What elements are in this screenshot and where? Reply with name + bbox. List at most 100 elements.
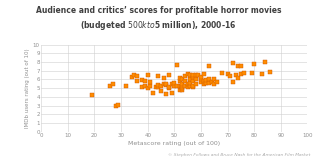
Point [204, 79, 209, 82]
Point [158, 84, 164, 87]
Point [129, 76, 134, 78]
Point [262, 61, 268, 63]
Point [201, 80, 206, 83]
Point [174, 84, 179, 87]
Point [116, 104, 121, 106]
Point [177, 76, 182, 79]
Point [188, 82, 193, 84]
Point [161, 83, 166, 85]
Point [164, 83, 169, 85]
Point [143, 85, 148, 88]
Point [177, 84, 182, 87]
Point [188, 85, 193, 88]
Point [241, 71, 246, 74]
Point [140, 79, 145, 82]
Point [169, 92, 174, 95]
Point [230, 62, 236, 64]
Point [124, 85, 129, 88]
Point [191, 74, 196, 76]
Point [174, 63, 179, 66]
Point [196, 74, 201, 76]
Point [249, 72, 254, 75]
Point [252, 62, 257, 65]
Point [188, 74, 193, 76]
Point [145, 74, 150, 76]
Point [134, 75, 139, 77]
Point [161, 76, 166, 79]
Point [169, 83, 174, 85]
Point [183, 80, 188, 83]
Point [238, 73, 243, 76]
Point [193, 74, 198, 76]
Point [185, 86, 190, 89]
Y-axis label: IMDb users rating (out of 10): IMDb users rating (out of 10) [25, 48, 30, 128]
Point [236, 65, 241, 68]
Point [153, 86, 158, 89]
Point [188, 78, 193, 81]
Point [180, 87, 185, 90]
Point [198, 81, 204, 83]
Point [193, 78, 198, 81]
Point [191, 84, 196, 87]
Point [230, 81, 236, 83]
Point [172, 85, 177, 88]
Point [108, 84, 113, 87]
Point [191, 76, 196, 78]
Point [198, 77, 204, 80]
Point [201, 73, 206, 76]
Point [225, 73, 230, 76]
Point [191, 86, 196, 89]
Point [148, 85, 153, 88]
Point [209, 81, 214, 83]
Point [206, 65, 211, 68]
Point [111, 83, 116, 85]
Point [180, 84, 185, 87]
Point [228, 75, 233, 77]
Point [220, 71, 225, 74]
Point [180, 83, 185, 85]
X-axis label: Metascore rating (out of 100): Metascore rating (out of 100) [128, 141, 220, 146]
Point [185, 73, 190, 76]
Point [113, 104, 118, 107]
Text: Audience and critics’ scores for profitable horror movies
(budgeted $500k to $5 : Audience and critics’ scores for profita… [36, 6, 281, 32]
Point [166, 74, 171, 76]
Point [145, 87, 150, 90]
Point [177, 89, 182, 91]
Point [164, 93, 169, 96]
Point [166, 86, 171, 89]
Point [212, 78, 217, 81]
Point [180, 78, 185, 81]
Point [236, 76, 241, 79]
Point [201, 83, 206, 85]
Point [191, 80, 196, 83]
Point [140, 86, 145, 89]
Point [193, 83, 198, 85]
Point [156, 83, 161, 86]
Point [183, 84, 188, 87]
Point [233, 74, 238, 76]
Point [134, 80, 139, 83]
Text: © Stephen Follows and Bruce Nash for the American Film Market: © Stephen Follows and Bruce Nash for the… [168, 153, 311, 157]
Point [268, 70, 273, 73]
Point [180, 89, 185, 91]
Point [183, 75, 188, 77]
Point [204, 82, 209, 84]
Point [260, 73, 265, 76]
Point [172, 82, 177, 84]
Point [164, 83, 169, 86]
Point [185, 83, 190, 85]
Point [156, 75, 161, 77]
Point [166, 87, 171, 90]
Point [132, 74, 137, 76]
Point [143, 80, 148, 83]
Point [212, 83, 217, 85]
Point [206, 78, 211, 81]
Point [151, 92, 156, 95]
Point [158, 90, 164, 92]
Point [177, 80, 182, 83]
Point [148, 81, 153, 83]
Point [198, 76, 204, 78]
Point [156, 86, 161, 89]
Point [238, 65, 243, 68]
Point [89, 94, 94, 97]
